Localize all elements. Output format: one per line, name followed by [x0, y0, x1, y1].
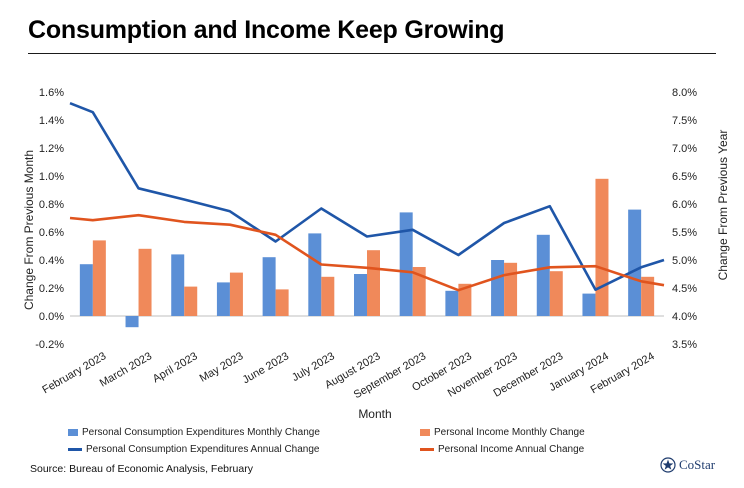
y2-tick-label: 6.0%	[672, 199, 697, 211]
x-axis-label: Month	[358, 407, 391, 421]
bar-pi-monthly	[275, 289, 289, 316]
y2-tick-label: 6.5%	[672, 171, 697, 183]
y2-tick-label: 5.5%	[672, 227, 697, 239]
bars-layer	[79, 178, 655, 328]
legend-swatch-pi-monthly	[420, 429, 430, 436]
y-axis-label: Change From Previous Month	[22, 150, 36, 310]
y2-tick-label: 7.0%	[672, 143, 697, 155]
bar-pce-monthly	[582, 293, 596, 316]
bar-pce-monthly	[125, 316, 139, 328]
y2-tick-label: 7.5%	[672, 115, 697, 127]
bar-pce-monthly	[491, 260, 505, 316]
x-tick-label: March 2023	[98, 350, 154, 389]
chart-title: Consumption and Income Keep Growing	[28, 16, 505, 44]
bar-pce-monthly	[445, 290, 459, 316]
bar-pce-monthly	[79, 264, 93, 316]
y-tick-label: 1.2%	[39, 143, 64, 155]
y-tick-label: 0.4%	[39, 255, 64, 267]
bar-pce-monthly	[399, 212, 413, 316]
bar-pce-monthly	[354, 274, 367, 316]
legend-item-pce-monthly: Personal Consumption Expenditures Monthl…	[68, 427, 320, 438]
bar-pi-monthly	[412, 267, 426, 316]
y2-tick-label: 4.0%	[672, 311, 697, 323]
y2-tick-label: 4.5%	[672, 283, 697, 295]
bar-pce-monthly	[216, 282, 230, 316]
legend-item-pi-annual: Personal Income Annual Change	[420, 444, 584, 455]
line-pi-annual	[69, 213, 665, 292]
bar-pi-monthly	[367, 250, 380, 316]
bar-pi-monthly	[595, 178, 609, 316]
legend-swatch-pi-annual	[420, 448, 434, 451]
bar-pi-monthly	[229, 272, 243, 316]
bar-pi-monthly	[321, 276, 335, 316]
title-divider	[28, 53, 716, 54]
bar-pi-monthly	[504, 262, 518, 316]
bar-pi-monthly	[138, 248, 152, 316]
line-pce-annual	[69, 101, 665, 292]
y2-tick-label: 8.0%	[672, 87, 697, 99]
bar-pce-monthly	[308, 233, 322, 316]
bar-pce-monthly	[628, 209, 642, 316]
bar-pi-monthly	[458, 283, 472, 316]
y-tick-label: 0.2%	[39, 283, 64, 295]
bar-pi-monthly	[549, 271, 563, 316]
legend-swatch-pce-annual	[68, 448, 82, 451]
bar-pce-monthly	[536, 234, 550, 316]
legend-item-pi-monthly: Personal Income Monthly Change	[420, 427, 585, 438]
bar-pce-monthly	[262, 257, 276, 316]
x-tick-label: June 2023	[241, 350, 292, 386]
lines-layer	[69, 101, 665, 292]
y-tick-label: 1.4%	[39, 115, 64, 127]
x-tick-label: May 2023	[198, 350, 246, 385]
labels-layer: Change From Previous Month Change From P…	[22, 130, 730, 421]
legend-label-pce-monthly: Personal Consumption Expenditures Monthl…	[82, 427, 320, 438]
legend-label-pi-annual: Personal Income Annual Change	[438, 444, 585, 455]
y-tick-label: 0.8%	[39, 199, 64, 211]
legend-item-pce-annual: Personal Consumption Expenditures Annual…	[68, 444, 320, 455]
legend-label-pce-annual: Personal Consumption Expenditures Annual…	[86, 444, 320, 455]
bar-pi-monthly	[92, 240, 106, 316]
bar-pi-monthly	[184, 286, 198, 316]
source-note: Source: Bureau of Economic Analysis, Feb…	[30, 463, 253, 475]
bar-pce-monthly	[171, 254, 185, 316]
y-tick-label: -0.2%	[35, 339, 64, 351]
x-tick-label: April 2023	[151, 350, 200, 385]
bar-pi-monthly	[641, 276, 655, 316]
y2-axis-label: Change From Previous Year	[716, 130, 730, 281]
y-tick-label: 0.6%	[39, 227, 64, 239]
y-tick-label: 0.0%	[39, 311, 64, 323]
y-tick-label: 1.6%	[39, 87, 64, 99]
costar-star-icon	[660, 457, 676, 473]
costar-logo: CoStar	[660, 457, 715, 473]
y-tick-label: 1.0%	[39, 171, 64, 183]
legend-swatch-pce-monthly	[68, 429, 78, 436]
x-tick-label: February 2023	[40, 350, 108, 396]
legend-label-pi-monthly: Personal Income Monthly Change	[434, 427, 585, 438]
y2-tick-label: 5.0%	[672, 255, 697, 267]
y2-tick-label: 3.5%	[672, 339, 697, 351]
costar-logo-text: CoStar	[679, 457, 716, 472]
